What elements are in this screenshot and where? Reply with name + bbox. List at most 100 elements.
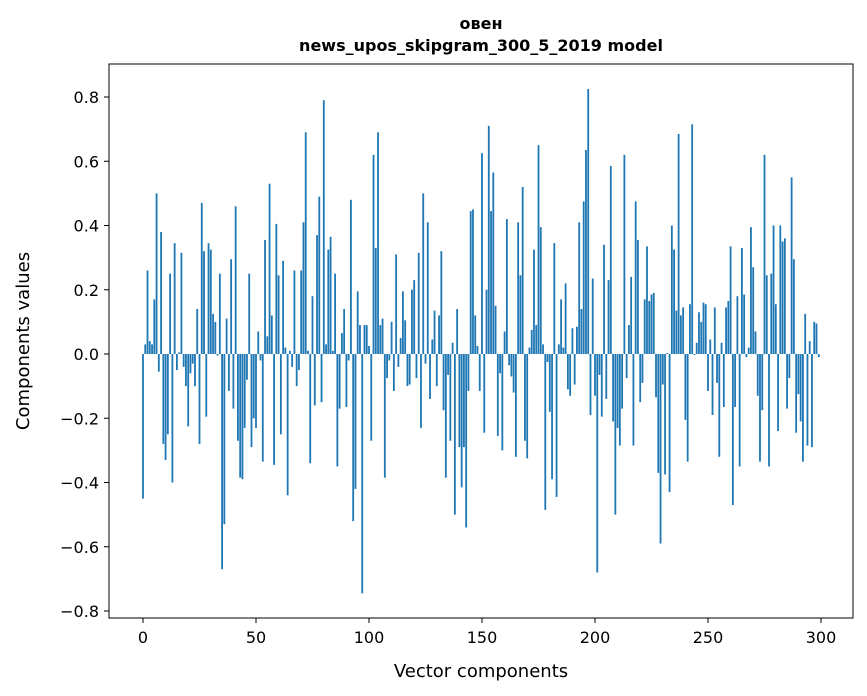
bar-component-45 (243, 354, 246, 428)
bar-component-96 (359, 325, 361, 354)
bar-component-117 (406, 354, 409, 387)
x-axis-ticks: 0 50 100 150 200 250 300 (138, 618, 836, 647)
bar-component-0 (142, 354, 144, 499)
bar-component-123 (420, 354, 422, 428)
bar-component-89 (343, 309, 346, 354)
bar-component-34 (218, 273, 221, 354)
bar-component-231 (664, 354, 666, 475)
bar-component-119 (411, 289, 413, 354)
bar-component-283 (781, 241, 784, 354)
bar-component-246 (698, 312, 700, 354)
bar-component-35 (221, 354, 224, 570)
bar-component-298 (815, 323, 818, 354)
bar-component-239 (682, 307, 685, 354)
bar-component-251 (709, 339, 712, 354)
bar-component-99 (365, 325, 368, 354)
bar-component-87 (338, 354, 341, 409)
bar-component-264 (738, 354, 741, 467)
bar-component-143 (465, 354, 468, 528)
bar-component-52 (259, 354, 262, 361)
bar-component-5 (153, 299, 156, 354)
bar-component-101 (370, 354, 373, 441)
bar-component-53 (261, 354, 264, 462)
bar-component-166 (517, 222, 520, 354)
bar-component-97 (361, 354, 364, 594)
bar-component-46 (246, 354, 248, 380)
bar-component-144 (467, 354, 470, 391)
bar-component-155 (492, 172, 495, 354)
bar-component-211 (618, 354, 621, 446)
bar-component-100 (368, 345, 370, 354)
bar-component-82 (327, 249, 330, 354)
bar-component-205 (605, 354, 608, 399)
bar-component-15 (175, 354, 178, 371)
bar-component-21 (189, 354, 192, 374)
bar-component-219 (637, 239, 639, 354)
bar-component-151 (483, 354, 486, 433)
bar-component-243 (691, 124, 694, 355)
bar-component-216 (630, 276, 633, 354)
bar-component-23 (194, 354, 196, 387)
x-tick-label: 300 (806, 628, 837, 647)
bar-component-48 (250, 354, 253, 448)
bars-group (142, 88, 820, 594)
bar-component-280 (774, 304, 777, 354)
bar-component-174 (535, 325, 538, 354)
bar-component-31 (212, 313, 214, 354)
bar-component-193 (578, 222, 581, 354)
bar-component-129 (433, 310, 436, 354)
bar-component-148 (476, 345, 479, 354)
bar-component-150 (481, 153, 483, 354)
bar-component-279 (772, 225, 775, 354)
y-tick-label: −0.6 (60, 538, 99, 557)
bar-component-173 (533, 249, 535, 354)
bar-component-282 (779, 225, 782, 354)
x-tick-label: 250 (693, 628, 724, 647)
bar-component-110 (390, 321, 393, 354)
bar-component-222 (643, 299, 646, 354)
x-tick-label: 50 (246, 628, 266, 647)
bar-component-192 (576, 326, 578, 354)
y-axis-label: Components values (13, 252, 34, 430)
bar-component-225 (650, 294, 653, 354)
bar-component-60 (277, 275, 280, 354)
bar-component-42 (237, 354, 239, 441)
bar-component-55 (266, 336, 269, 354)
bar-component-6 (155, 193, 158, 354)
bar-component-210 (616, 354, 619, 428)
bar-component-214 (625, 354, 628, 379)
bar-component-30 (209, 249, 212, 354)
bar-component-242 (689, 304, 691, 354)
bar-component-288 (792, 259, 795, 354)
bar-component-285 (786, 354, 789, 409)
bar-component-57 (270, 315, 273, 354)
y-tick-label: 0.0 (74, 345, 99, 364)
bar-component-26 (200, 203, 203, 354)
bar-component-161 (505, 219, 508, 354)
bar-component-36 (223, 354, 226, 525)
bar-component-121 (415, 354, 418, 379)
bar-component-201 (596, 354, 599, 573)
bar-component-47 (248, 273, 251, 354)
bar-component-226 (652, 292, 655, 354)
bar-component-27 (203, 251, 205, 354)
bar-component-176 (539, 227, 542, 354)
bar-component-235 (673, 249, 676, 354)
bar-component-154 (490, 211, 492, 354)
bar-component-194 (580, 309, 583, 354)
bar-component-40 (232, 354, 235, 409)
y-tick-label: −0.4 (60, 474, 99, 493)
bar-component-164 (512, 354, 515, 393)
bar-component-250 (707, 354, 709, 391)
bar-component-254 (716, 354, 718, 383)
bar-component-290 (797, 354, 800, 395)
bar-component-278 (770, 273, 773, 354)
bar-component-2 (146, 270, 149, 354)
bar-component-10 (164, 354, 167, 461)
bar-component-141 (460, 354, 463, 488)
plot-frame (108, 63, 854, 619)
bar-component-140 (458, 354, 461, 448)
bar-component-232 (666, 353, 669, 354)
bar-component-171 (528, 347, 531, 354)
